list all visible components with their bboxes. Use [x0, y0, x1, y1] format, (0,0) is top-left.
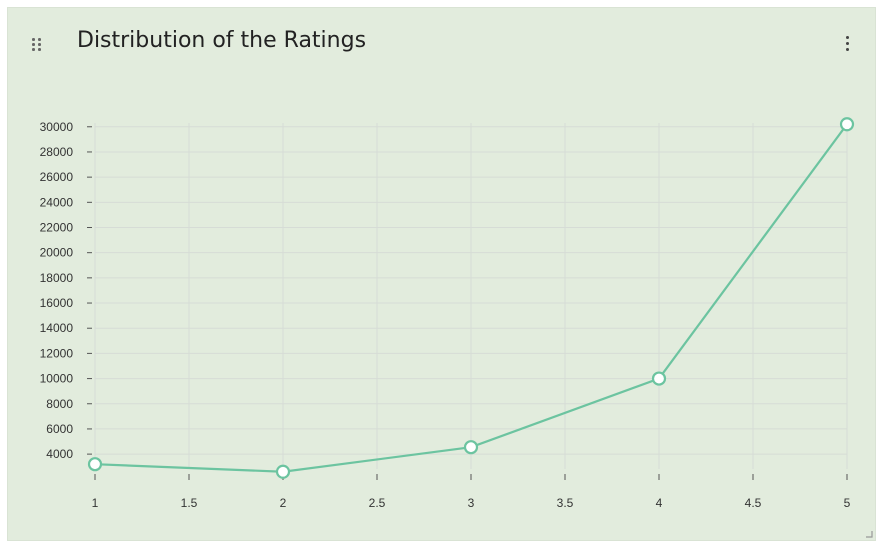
y-axis: 4000 6000 8000 10000 12000 14000 16000 18000 200… [40, 120, 92, 461]
data-point[interactable] [275, 464, 291, 479]
y-tick-label: 20000 [40, 246, 74, 260]
y-tick-label: 26000 [40, 170, 74, 184]
y-tick-label: 12000 [40, 346, 74, 360]
chart-title: Distribution of the Ratings [77, 28, 367, 53]
resize-handle-icon[interactable] [865, 530, 873, 538]
data-point[interactable] [463, 440, 479, 455]
x-tick-label: 5 [844, 496, 851, 510]
y-tick-label: 30000 [40, 120, 74, 134]
y-tick-label: 8000 [46, 397, 73, 411]
data-point[interactable] [87, 457, 103, 472]
more-options-icon[interactable] [843, 35, 853, 53]
x-tick-label: 2.5 [369, 496, 386, 510]
drag-handle-icon[interactable] [32, 38, 44, 52]
y-tick-label: 10000 [40, 372, 74, 386]
y-tick-label: 18000 [40, 271, 74, 285]
y-tick-label: 22000 [40, 220, 74, 234]
x-tick-label: 3 [468, 496, 475, 510]
x-tick-label: 3.5 [557, 496, 574, 510]
y-tick-label: 16000 [40, 296, 74, 310]
x-tick-label: 1.5 [181, 496, 198, 510]
data-point[interactable] [839, 117, 855, 132]
x-tick-label: 1 [92, 496, 99, 510]
y-tick-label: 28000 [40, 145, 74, 159]
grid-lines [94, 123, 848, 469]
series [87, 117, 855, 479]
x-tick-label: 2 [280, 496, 287, 510]
x-tick-label: 4 [656, 496, 663, 510]
y-tick-label: 14000 [40, 321, 74, 335]
x-tick-label: 4.5 [745, 496, 762, 510]
data-point[interactable] [651, 371, 667, 386]
y-tick-label: 4000 [46, 447, 73, 461]
y-tick-label: 24000 [40, 195, 74, 209]
y-tick-label: 6000 [46, 422, 73, 436]
x-axis: 1 1.5 2 2.5 3 3.5 4 4.5 5 [92, 474, 851, 510]
